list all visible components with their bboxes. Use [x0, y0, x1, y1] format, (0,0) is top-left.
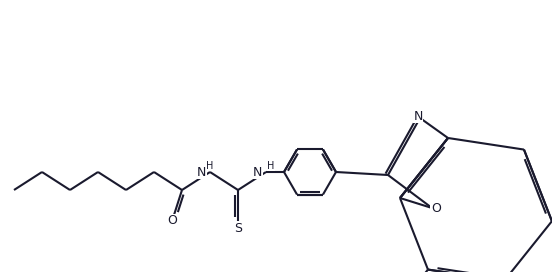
Text: H: H: [267, 161, 274, 171]
Text: N: N: [197, 165, 206, 178]
Text: N: N: [253, 165, 262, 178]
Text: O: O: [431, 202, 441, 215]
Text: N: N: [413, 110, 423, 122]
Text: H: H: [206, 161, 214, 171]
Text: S: S: [234, 221, 242, 234]
Text: O: O: [167, 215, 177, 227]
